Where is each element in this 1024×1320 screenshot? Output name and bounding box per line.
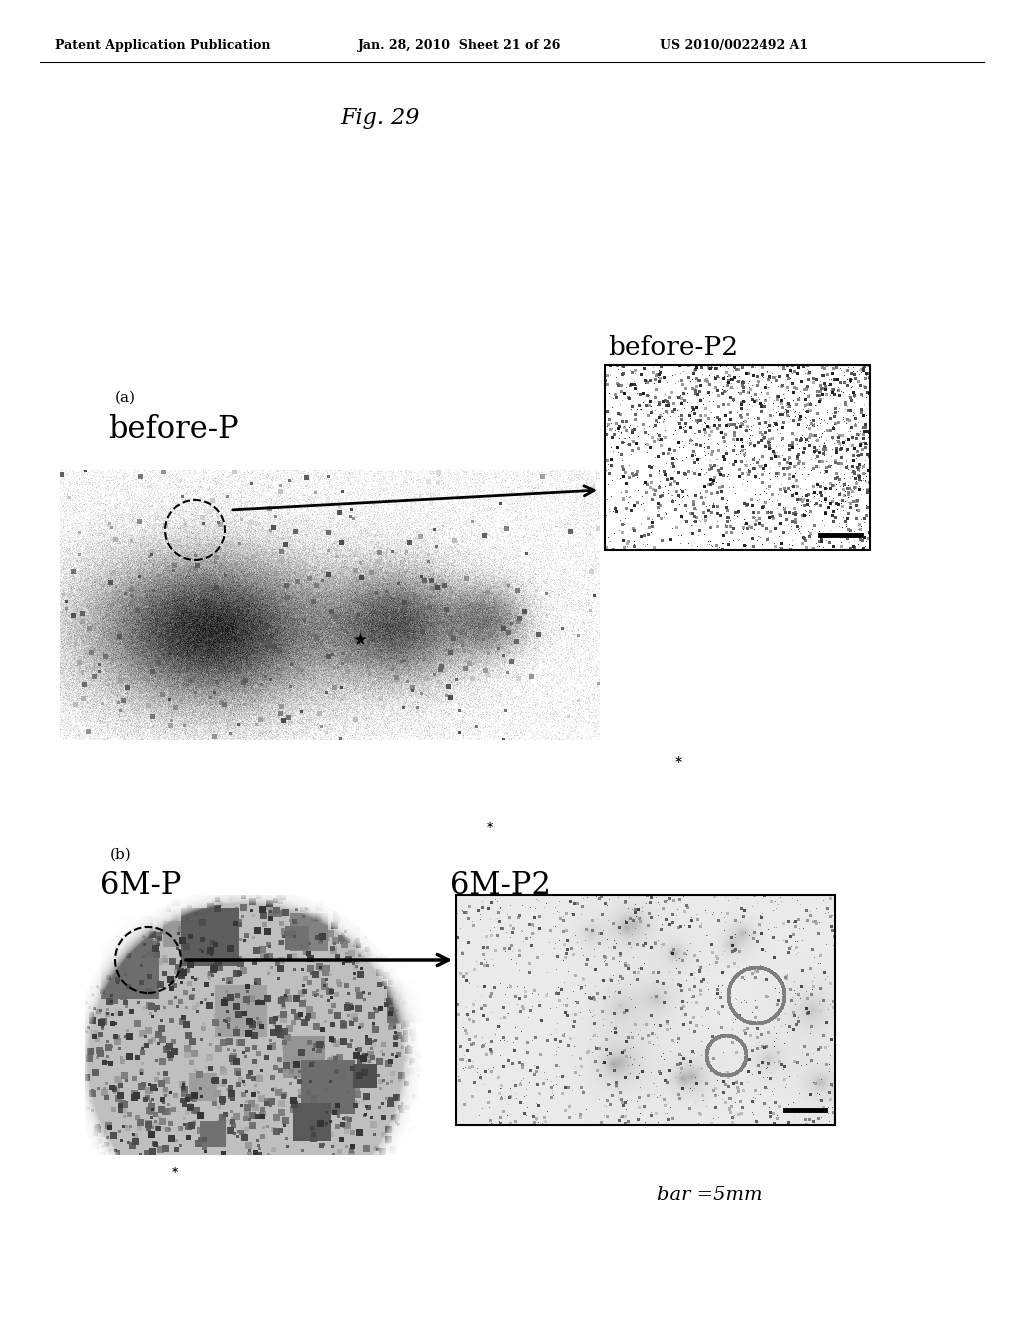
Text: before-P: before-P: [108, 414, 239, 446]
Text: ∗: ∗: [171, 1166, 179, 1175]
Text: Jan. 28, 2010  Sheet 21 of 26: Jan. 28, 2010 Sheet 21 of 26: [358, 38, 561, 51]
Text: ∗: ∗: [674, 755, 683, 766]
Text: US 2010/0022492 A1: US 2010/0022492 A1: [660, 38, 808, 51]
Text: before-P2: before-P2: [608, 335, 738, 360]
Text: Patent Application Publication: Patent Application Publication: [55, 38, 270, 51]
Text: 6M-P2: 6M-P2: [450, 870, 551, 900]
Text: Fig. 29: Fig. 29: [340, 107, 420, 129]
Bar: [456, 895, 835, 1125]
Text: ★: ★: [352, 631, 368, 649]
Text: 6M-P: 6M-P: [100, 870, 181, 900]
Text: (a): (a): [115, 391, 136, 405]
Bar: [605, 366, 870, 550]
Text: bar =5mm: bar =5mm: [657, 1185, 763, 1204]
Text: ∗: ∗: [486, 820, 494, 830]
Text: (b): (b): [110, 847, 132, 862]
